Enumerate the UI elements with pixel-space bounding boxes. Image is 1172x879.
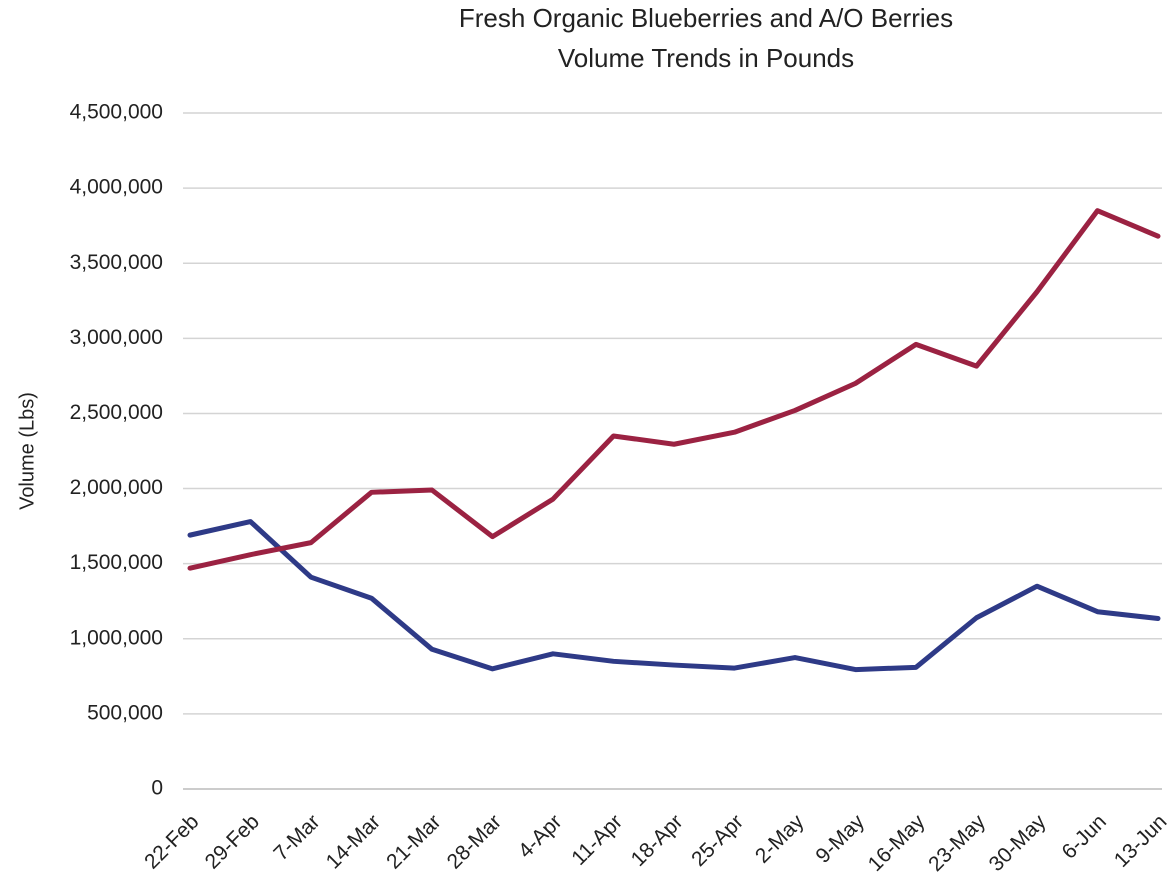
x-tick-label: 28-Mar <box>443 810 506 873</box>
y-tick-label: 3,500,000 <box>70 251 163 274</box>
x-tick-label: 23-May <box>924 810 990 876</box>
y-axis-title: Volume (Lbs) <box>16 392 38 510</box>
y-tick-label: 2,000,000 <box>70 476 163 499</box>
x-tick-label: 7-Mar <box>269 810 324 865</box>
x-tick-label: 9-May <box>811 810 869 868</box>
y-tick-label: 4,500,000 <box>70 101 163 124</box>
line-series <box>187 519 1161 673</box>
y-tick-label: 3,000,000 <box>70 326 163 349</box>
y-tick-label: 1,500,000 <box>70 551 163 574</box>
x-tick-label: 30-May <box>985 810 1051 876</box>
x-tick-label: 4-Apr <box>514 810 567 863</box>
y-tick-label: 4,000,000 <box>70 176 163 199</box>
x-tick-label: 21-Mar <box>382 810 445 873</box>
x-tick-label: 6-Jun <box>1058 810 1111 863</box>
y-tick-label: 0 <box>151 777 163 800</box>
y-tick-label: 500,000 <box>87 701 163 724</box>
chart-subtitle: Volume Trends in Pounds <box>558 43 854 73</box>
y-tick-label: 2,500,000 <box>70 401 163 424</box>
x-tick-label: 2-May <box>751 810 809 868</box>
x-tick-label: 22-Feb <box>140 810 203 873</box>
x-tick-label: 25-Apr <box>687 810 748 871</box>
x-tick-label: 13-Jun <box>1110 810 1172 872</box>
y-tick-label: 1,000,000 <box>70 626 163 649</box>
x-tick-label: 16-May <box>864 810 930 876</box>
x-tick-label: 18-Apr <box>627 810 688 871</box>
x-tick-label: 29-Feb <box>201 810 264 873</box>
line-series <box>187 208 1161 571</box>
x-tick-label: 11-Apr <box>567 810 627 870</box>
x-tick-label: 14-Mar <box>322 810 385 873</box>
chart-title: Fresh Organic Blueberries and A/O Berrie… <box>459 3 953 33</box>
